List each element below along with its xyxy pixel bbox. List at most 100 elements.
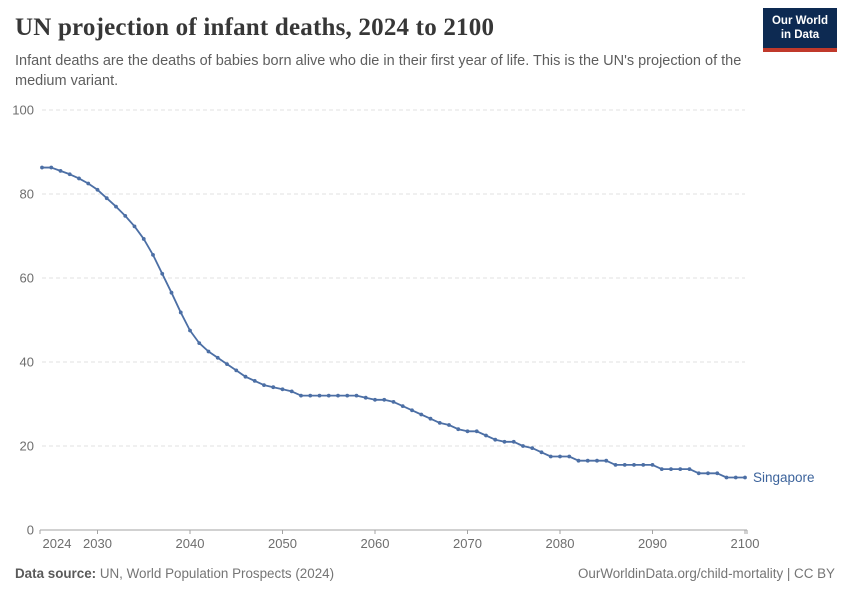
chart-area[interactable]: 0 20 40 60 80 100 2024 2030 2040 2050 2060 2070 2080… (0, 95, 850, 560)
data-point (678, 467, 683, 471)
data-point (595, 458, 599, 463)
data-line-singapore (42, 166, 745, 479)
data-point (419, 412, 424, 417)
data-point (715, 471, 720, 476)
data-point (382, 397, 387, 402)
data-point (95, 187, 100, 192)
data-point (336, 393, 340, 398)
data-point (308, 393, 313, 398)
y-tick-label-0: 0 (27, 523, 34, 538)
data-point (86, 181, 91, 186)
data-point (548, 454, 553, 459)
x-tick-label-2060: 2060 (361, 536, 390, 551)
data-point (484, 433, 488, 438)
data-point (160, 271, 165, 276)
data-source-text: UN, World Population Prospects (2024) (96, 566, 335, 581)
data-point (622, 463, 627, 467)
y-tick-label-20: 20 (20, 439, 34, 454)
data-point (632, 463, 636, 467)
series-label-singapore[interactable]: Singapore (753, 469, 815, 485)
data-point (567, 454, 572, 459)
data-point (474, 429, 479, 434)
data-point (49, 165, 54, 170)
data-point (650, 463, 655, 467)
chart-footer: Data source: UN, World Population Prospe… (15, 566, 835, 581)
data-point (215, 355, 220, 360)
data-point (77, 176, 81, 181)
x-tick-label-2080: 2080 (546, 536, 575, 551)
license-link[interactable]: OurWorldinData.org/child-mortality | CC … (578, 566, 835, 581)
data-point (437, 421, 442, 425)
data-point (724, 475, 729, 480)
data-point (530, 446, 535, 450)
data-point (733, 475, 738, 480)
data-point (67, 172, 72, 177)
data-point (40, 165, 44, 170)
data-point (511, 439, 516, 444)
data-point (345, 393, 350, 398)
x-tick-label-2100: 2100 (731, 536, 760, 551)
data-point (104, 196, 109, 201)
data-point (114, 204, 118, 209)
x-tick-label-2050: 2050 (268, 536, 297, 551)
data-point (123, 213, 128, 218)
owid-logo[interactable]: Our World in Data (763, 8, 837, 52)
owid-logo-line1: Our World (771, 14, 828, 27)
data-point (641, 463, 646, 467)
data-point (743, 475, 747, 480)
data-point (289, 389, 294, 394)
data-point (585, 458, 590, 463)
data-point (502, 439, 507, 444)
data-point (521, 444, 525, 448)
page-title: UN projection of infant deaths, 2024 to … (15, 14, 495, 41)
data-point (317, 393, 322, 398)
data-point (613, 463, 618, 467)
data-point (141, 237, 146, 241)
data-point (326, 393, 331, 398)
data-source-label: Data source: (15, 566, 97, 581)
x-tick-label-2030: 2030 (83, 536, 112, 551)
data-point (262, 383, 266, 387)
data-point (132, 224, 137, 229)
data-point (576, 458, 581, 463)
data-point (391, 400, 396, 404)
data-point (169, 290, 174, 295)
data-point (373, 397, 377, 402)
data-point (363, 395, 368, 400)
y-tick-label-60: 60 (20, 271, 34, 286)
x-tick-label-2070: 2070 (453, 536, 482, 551)
data-point (539, 450, 544, 455)
data-point (197, 341, 202, 345)
data-point (243, 374, 248, 379)
data-point (428, 416, 433, 421)
data-point (558, 454, 562, 459)
data-point (280, 387, 285, 392)
data-point (669, 467, 673, 471)
owid-logo-line2: in Data (780, 29, 820, 41)
data-point (271, 385, 276, 390)
data-point (234, 368, 239, 373)
data-point (493, 437, 498, 442)
data-point (400, 404, 405, 408)
data-source-note: Data source: UN, World Population Prospe… (15, 566, 334, 581)
data-point (178, 310, 183, 315)
data-point (410, 408, 414, 413)
x-tick-label-2090: 2090 (638, 536, 667, 551)
data-point (225, 362, 229, 366)
data-point (151, 253, 155, 257)
data-point (604, 458, 609, 463)
data-point (456, 427, 461, 432)
data-point (447, 423, 451, 427)
data-point (188, 328, 192, 333)
y-tick-label-40: 40 (20, 355, 34, 370)
x-tick-label-2024: 2024 (43, 536, 72, 551)
data-point (706, 471, 710, 476)
chart-subtitle: Infant deaths are the deaths of babies b… (15, 53, 742, 89)
x-tick-label-2040: 2040 (176, 536, 205, 551)
y-tick-label-100: 100 (12, 103, 34, 118)
data-point (696, 471, 701, 476)
data-point (687, 467, 692, 471)
data-point (354, 393, 359, 398)
